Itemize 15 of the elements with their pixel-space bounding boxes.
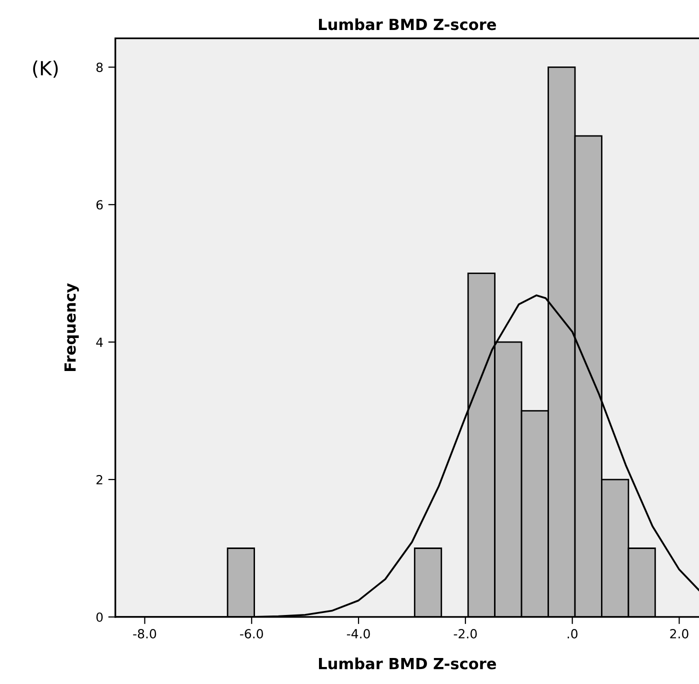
x-tick-label: -8.0	[133, 628, 156, 638]
chart-title: Lumbar BMD Z-score	[318, 18, 496, 30]
x-axis-title: Lumbar BMD Z-score	[318, 658, 496, 670]
x-tick-label: -2.0	[454, 628, 477, 638]
y-tick-label: 8	[96, 62, 103, 72]
y-tick-label: 6	[96, 200, 103, 210]
x-tick-label: 2.0	[670, 628, 688, 638]
x-tick-label: .0	[568, 628, 578, 638]
y-tick-label: 0	[96, 612, 103, 622]
text: (K)	[33, 60, 58, 78]
y-tick-label: 2	[96, 474, 102, 484]
y-tick-label: 4	[96, 338, 103, 347]
y-axis-title: Frequency	[64, 283, 79, 371]
x-tick-label: -6.0	[240, 628, 263, 638]
x-tick-label: -4.0	[346, 628, 370, 638]
